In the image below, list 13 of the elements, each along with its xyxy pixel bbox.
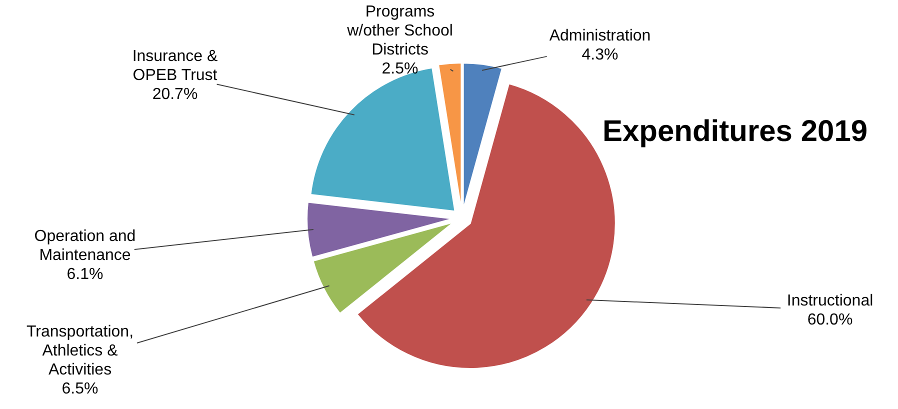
slice-label: Administration [549, 28, 651, 44]
data-label: 6.1% [66, 266, 104, 283]
data-label: 2.5% [382, 60, 418, 78]
slice-label: Operation and Maintenance [34, 228, 136, 264]
data-label: 6.5% [62, 380, 98, 398]
slice-label: Insurance & OPEB Trust [132, 48, 218, 84]
text: Expenditures 2019 [602, 115, 868, 148]
data-label: 60.0% [807, 312, 853, 328]
slice-label: Transportation, Athletics & Activities [26, 324, 134, 378]
data-label: 4.3% [582, 46, 618, 64]
slice-label: Instructional [786, 292, 874, 310]
slice-label: Programs w/other School Districts [346, 4, 453, 58]
data-label: 20.7% [152, 86, 198, 103]
